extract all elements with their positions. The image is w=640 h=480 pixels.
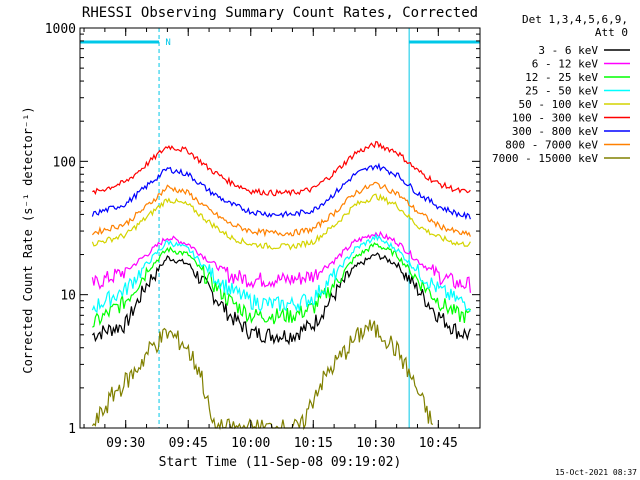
series-line xyxy=(91,319,434,431)
series-layer xyxy=(91,140,471,431)
legend-entry-label: 25 - 50 keV xyxy=(525,85,598,98)
x-tick-label: 10:15 xyxy=(294,436,333,451)
series-line xyxy=(91,162,471,220)
series-line xyxy=(91,230,471,293)
series-line xyxy=(91,232,471,314)
y-tick-label: 100 xyxy=(53,155,76,170)
legend-entry-label: 50 - 100 keV xyxy=(519,98,599,111)
timestamp: 15-Oct-2021 08:37 xyxy=(555,468,637,477)
plot-frame xyxy=(79,27,481,429)
legend-header: Det 1,3,4,5,6,9, xyxy=(522,13,628,26)
series-line xyxy=(92,140,471,197)
legend-entry-label: 100 - 300 keV xyxy=(512,112,598,125)
y-axis-label: Corrected Count Rate (s⁻¹ detector⁻¹) xyxy=(21,106,35,373)
y-tick-label: 1 xyxy=(68,422,76,437)
legend-entry-label: 7000 - 15000 keV xyxy=(492,152,598,165)
legend-entry-label: 800 - 7000 keV xyxy=(505,139,598,152)
axes: 1 10 100 1000 09:30 09:45 10:00 10:15 10:30 10:45 xyxy=(45,22,481,451)
x-tick-label: 10:30 xyxy=(356,436,395,451)
night-marker-label: N xyxy=(165,38,170,48)
x-tick-label: 10:00 xyxy=(231,436,270,451)
x-tick-label: 09:45 xyxy=(169,436,208,451)
series-line xyxy=(91,181,471,238)
legend-entry-label: 6 - 12 keV xyxy=(532,58,599,71)
legend-entry-label: 12 - 25 keV xyxy=(525,71,598,84)
series-line xyxy=(91,252,471,346)
legend-entry-label: 300 - 800 keV xyxy=(512,125,598,138)
x-tick-label: 09:30 xyxy=(106,436,145,451)
legend-entry-label: 3 - 6 keV xyxy=(538,44,598,57)
series-line xyxy=(92,242,471,328)
y-tick-label: 1000 xyxy=(45,22,76,37)
chart-title: RHESSI Observing Summary Count Rates, Co… xyxy=(82,5,478,21)
legend-header: Att 0 xyxy=(595,26,628,39)
x-axis-label: Start Time (11-Sep-08 09:19:02) xyxy=(159,455,402,470)
y-tick-label: 10 xyxy=(60,289,76,304)
series-line xyxy=(91,193,471,251)
x-tick-label: 10:45 xyxy=(419,436,458,451)
